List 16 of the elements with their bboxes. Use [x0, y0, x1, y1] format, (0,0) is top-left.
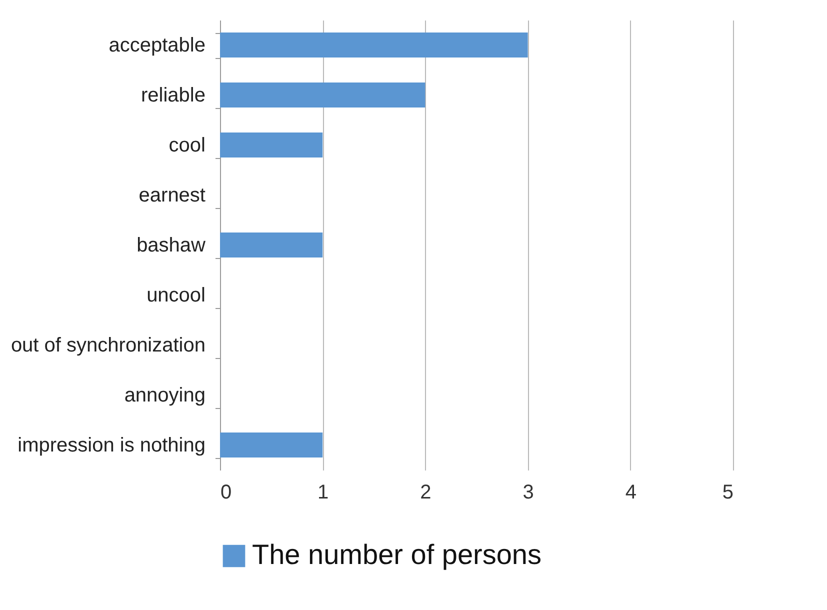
x-tick-label: 4	[625, 482, 636, 504]
y-tick-label: impression is nothing	[18, 434, 206, 456]
legend-label: The number of persons	[252, 539, 542, 570]
y-tick-label: out of synchronization	[10, 334, 206, 356]
x-tick-label: 5	[722, 482, 734, 504]
x-tick-label: 2	[420, 482, 432, 504]
x-tick-label: 1	[318, 482, 329, 504]
y-tick-label: cool	[168, 134, 206, 156]
y-tick-label: earnest	[138, 184, 206, 206]
y-tick-label: acceptable	[108, 34, 206, 56]
y-tick-label: reliable	[141, 84, 206, 106]
y-tick-label: annoying	[124, 384, 206, 406]
y-tick-label: bashaw	[136, 234, 206, 256]
x-tick-label: 3	[522, 482, 534, 504]
y-tick-label: uncool	[146, 284, 206, 306]
x-tick-label: 0	[220, 482, 232, 504]
